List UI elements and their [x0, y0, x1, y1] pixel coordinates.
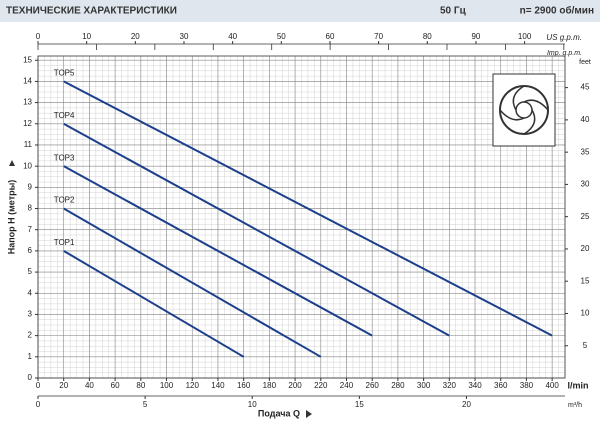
y2-axis-title: feet: [579, 59, 591, 66]
x-tick-label: 280: [391, 381, 405, 390]
y-tick-label: 2: [28, 331, 33, 340]
y-tick-label: 4: [28, 288, 33, 297]
y-tick-label: 11: [24, 140, 33, 149]
x-tick-label: 60: [111, 381, 120, 390]
curve: [63, 122, 450, 337]
top-tick-label: 70: [374, 32, 383, 41]
x-tick-label: 260: [366, 381, 380, 390]
series-label: TOP3: [54, 153, 75, 162]
curve: [63, 250, 245, 358]
y-tick-label: 14: [23, 77, 32, 86]
arrow: [306, 410, 312, 418]
x-tick-label: 20: [59, 381, 68, 390]
header-band: [0, 0, 600, 22]
x2-tick-label: 5: [143, 400, 148, 409]
x-tick-label: 160: [237, 381, 251, 390]
x-tick-label: 300: [417, 381, 431, 390]
y-tick-label: 13: [23, 98, 32, 107]
y-tick-label: 5: [28, 267, 33, 276]
series-label: TOP5: [54, 69, 75, 78]
y-axis-title: Напор H (метры): [6, 180, 16, 255]
y-tick-label: 3: [28, 310, 33, 319]
y2-tick-label: 10: [581, 309, 590, 318]
x-tick-label: 240: [340, 381, 354, 390]
x2-unit: m³/h: [568, 402, 582, 409]
pump-icon: [492, 73, 556, 147]
y-tick-label: 10: [23, 161, 32, 170]
curve: [63, 80, 553, 337]
x-tick-label: 100: [160, 381, 174, 390]
top-tick-label: 0: [36, 32, 41, 41]
top-tick-label: 80: [423, 32, 432, 41]
top-tick-label: 20: [131, 32, 140, 41]
y-tick-label: 6: [28, 246, 33, 255]
y-tick-label: 15: [23, 55, 32, 64]
x-tick-label: 120: [186, 381, 200, 390]
x2-tick-label: 10: [248, 400, 257, 409]
x2-tick-label: 15: [355, 400, 364, 409]
x-unit: l/min: [567, 380, 588, 390]
x-tick-label: 0: [36, 381, 41, 390]
x-tick-label: 400: [545, 381, 559, 390]
y-tick-label: 7: [28, 225, 33, 234]
x-tick-label: 140: [211, 381, 225, 390]
top-axis-title: US g.p.m.: [546, 33, 582, 42]
x-tick-label: 220: [314, 381, 328, 390]
x-tick-label: 180: [263, 381, 277, 390]
header-frequency: 50 Гц: [440, 6, 467, 17]
arrow: [9, 160, 15, 166]
y2-tick-label: 30: [581, 180, 590, 189]
y-tick-label: 8: [28, 204, 33, 213]
y-tick-label: 9: [28, 182, 33, 191]
curve: [63, 165, 373, 337]
y2-tick-label: 45: [581, 83, 590, 92]
x-tick-label: 40: [85, 381, 94, 390]
x-tick-label: 340: [468, 381, 482, 390]
x2-tick-label: 0: [36, 400, 41, 409]
y2-tick-label: 20: [581, 244, 590, 253]
y-tick-label: 1: [28, 352, 33, 361]
x-tick-label: 80: [136, 381, 145, 390]
y2-tick-label: 5: [583, 341, 588, 350]
x-tick-label: 380: [520, 381, 534, 390]
y-tick-label: 0: [28, 373, 33, 382]
x-tick-label: 200: [288, 381, 302, 390]
y-tick-label: 12: [23, 119, 32, 128]
header-title: ТЕХНИЧЕСКИЕ ХАРАКТЕРИСТИКИ: [6, 6, 177, 17]
top-tick-label: 60: [326, 32, 335, 41]
top-tick-label: 10: [82, 32, 91, 41]
x-axis-title: Подача Q: [258, 408, 300, 418]
series-label: TOP4: [54, 111, 75, 120]
y2-tick-label: 15: [581, 276, 590, 285]
y2-tick-label: 25: [581, 212, 590, 221]
curve: [63, 207, 322, 358]
top-tick-label: 40: [228, 32, 237, 41]
series-label: TOP2: [54, 196, 75, 205]
y2-tick-label: 35: [581, 147, 590, 156]
y2-tick-label: 40: [581, 115, 590, 124]
series-label: TOP1: [54, 238, 75, 247]
top-tick-label: 90: [471, 32, 480, 41]
x-tick-label: 320: [443, 381, 457, 390]
top-tick-label: 50: [277, 32, 286, 41]
top2-axis-title: Imp. g.p.m.: [547, 50, 582, 57]
top-tick-label: 100: [518, 32, 532, 41]
top-tick-label: 30: [180, 32, 189, 41]
x2-tick-label: 20: [462, 400, 471, 409]
x-tick-label: 360: [494, 381, 508, 390]
header-speed: n= 2900 об/мин: [520, 5, 594, 17]
